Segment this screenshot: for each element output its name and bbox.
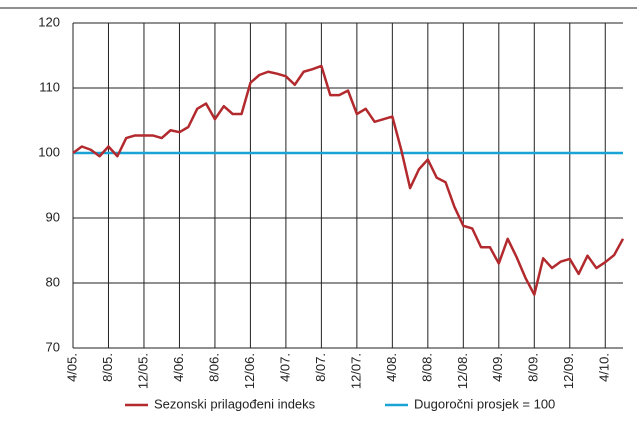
x-tick-label: 4/06. [171,353,186,382]
legend-label: Dugoročni prosjek = 100 [414,396,555,411]
y-tick-label: 100 [38,144,60,159]
x-tick-label: 8/07. [313,353,328,382]
x-tick-label: 4/10. [597,353,612,382]
y-tick-label: 70 [46,339,60,354]
x-tick-label: 4/07. [277,353,292,382]
y-tick-label: 120 [38,14,60,29]
legend-label: Sezonski prilagođeni indeks [154,396,316,411]
y-tick-label: 110 [39,79,60,94]
x-tick-label: 8/09. [526,353,541,382]
series-line [72,64,625,296]
x-tick-label: 4/08. [384,353,399,382]
x-tick-label: 12/06. [242,353,257,389]
x-tick-label: 4/05. [64,353,79,382]
x-tick-label: 12/09. [561,353,576,389]
x-tick-label: 8/05. [100,353,115,382]
x-tick-label: 12/08. [455,353,470,389]
x-tick-label: 8/08. [419,353,434,382]
x-tick-label: 12/07. [348,353,363,389]
x-tick-label: 8/06. [206,353,221,382]
x-tick-label: 4/09. [490,353,505,382]
y-tick-label: 80 [46,274,60,289]
y-tick-label: 90 [46,209,60,224]
x-tick-label: 12/05. [135,353,150,389]
